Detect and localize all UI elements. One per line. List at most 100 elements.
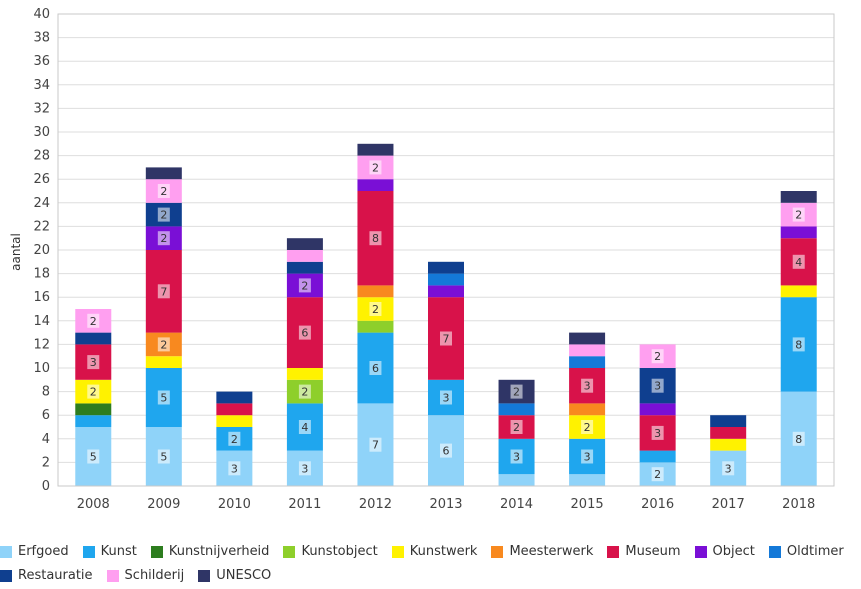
data-label-background [369,231,382,246]
legend-swatch [106,569,119,582]
data-label-background [369,302,382,316]
data-label-background [581,420,594,434]
data-label-background [440,390,452,405]
x-tick-label: 2009 [147,497,180,512]
legend-swatch [82,545,95,558]
legend-label: Oldtimer [786,544,844,559]
legend-label: Object [712,544,755,559]
data-label-background [792,207,805,222]
y-tick-label: 38 [33,31,50,46]
legend-label: Kunstnijverheid [168,544,270,559]
data-label: 3 [584,451,591,464]
x-tick-label: 2013 [429,497,462,512]
legend-swatch [283,545,296,558]
data-label-background [157,207,170,222]
data-label-background [369,437,382,452]
bar-segment [428,285,464,298]
legend-item[interactable]: Kunstwerk [391,544,477,559]
data-label: 5 [160,392,167,405]
data-label: 5 [90,451,97,464]
bar-segment [569,356,606,368]
data-label: 2 [160,209,167,222]
legend-item[interactable]: Oldtimer [768,544,844,559]
y-tick-label: 22 [33,219,50,234]
legend-row: Erfgoed Kunst Kunstnijverheid Kunstobject Ku… [0,544,858,559]
data-label-background [228,431,241,446]
legend-item[interactable]: Kunstnijverheid [150,544,270,559]
bar-segment [75,403,112,416]
legend-swatch [198,569,211,582]
data-label-background [298,384,311,399]
y-tick-label: 36 [33,54,50,69]
data-label: 2 [372,303,379,316]
x-tick-label: 2015 [571,497,604,512]
data-label: 2 [795,209,802,222]
legend-item[interactable]: Museum [607,544,681,559]
bars: 5232552722232342627628263732232323323884… [75,143,817,486]
legend-label: UNESCO [216,568,272,583]
legend-swatch [0,545,12,558]
legend-label: Kunst [100,544,137,559]
legend-item[interactable]: Schilderij [106,568,185,583]
data-label: 6 [301,327,308,340]
data-label-background [157,449,170,464]
y-tick-label: 20 [33,243,50,258]
bar-stack: 3 2 3 [569,332,606,486]
data-label-background [87,313,100,328]
grid-lines [58,13,834,487]
data-label: 8 [795,338,802,351]
data-label: 5 [160,451,167,464]
bar-segment [75,332,112,345]
data-label-background [369,361,382,375]
data-label: 3 [443,392,450,405]
y-tick-label: 16 [33,290,50,305]
bar-segment [428,273,464,286]
legend-item[interactable]: Erfgoed [0,544,69,559]
legend-item[interactable]: Kunst [82,544,137,559]
bar-segment [428,261,464,274]
data-label-background [510,449,523,464]
data-label-background [440,443,452,458]
data-label-background [228,461,241,476]
y-tick-label: 10 [33,361,50,376]
legend-item[interactable]: Kunstobject [283,544,378,559]
x-tick-label: 2008 [77,497,110,512]
bar-stack: 3 2 2 [498,379,535,486]
bar-segment [710,438,747,451]
data-label-background [651,467,664,482]
data-label-background [651,349,664,364]
legend-item[interactable]: UNESCO [198,568,271,583]
y-axis-label: aantal [9,233,23,271]
legend-item[interactable]: Restauratie [0,568,93,583]
y-tick-label: 30 [33,125,50,140]
data-label: 3 [584,380,591,393]
x-tick-label: 2011 [288,497,321,512]
bar-segment [569,332,606,345]
y-tick-label: 28 [33,149,50,164]
data-label: 3 [513,451,520,464]
y-tick-label: 18 [33,267,50,282]
legend-label: Erfgoed [18,544,69,559]
legend-item[interactable]: Meesterwerk [491,544,593,559]
bar-stack: 3 [710,415,747,486]
data-label-background [510,420,523,434]
legend-swatch [150,545,163,558]
legend-item[interactable]: Object [694,544,755,559]
legend-swatch [391,545,404,558]
data-label: 3 [90,356,97,369]
bar-segment [498,403,535,416]
x-tick-label: 2010 [218,497,251,512]
data-label: 2 [90,315,97,328]
bar-segment [357,320,394,333]
legend-swatch [768,545,781,558]
bar-segment [216,403,253,416]
bar-stack: 6 3 7 [428,261,464,486]
bar-segment [569,403,606,416]
data-label: 2 [231,433,238,446]
legend-label: Schilderij [124,568,185,583]
legend-label: Meesterwerk [509,544,594,559]
x-tick-label: 2012 [359,497,392,512]
data-label: 2 [160,185,167,198]
data-label: 7 [372,439,379,452]
